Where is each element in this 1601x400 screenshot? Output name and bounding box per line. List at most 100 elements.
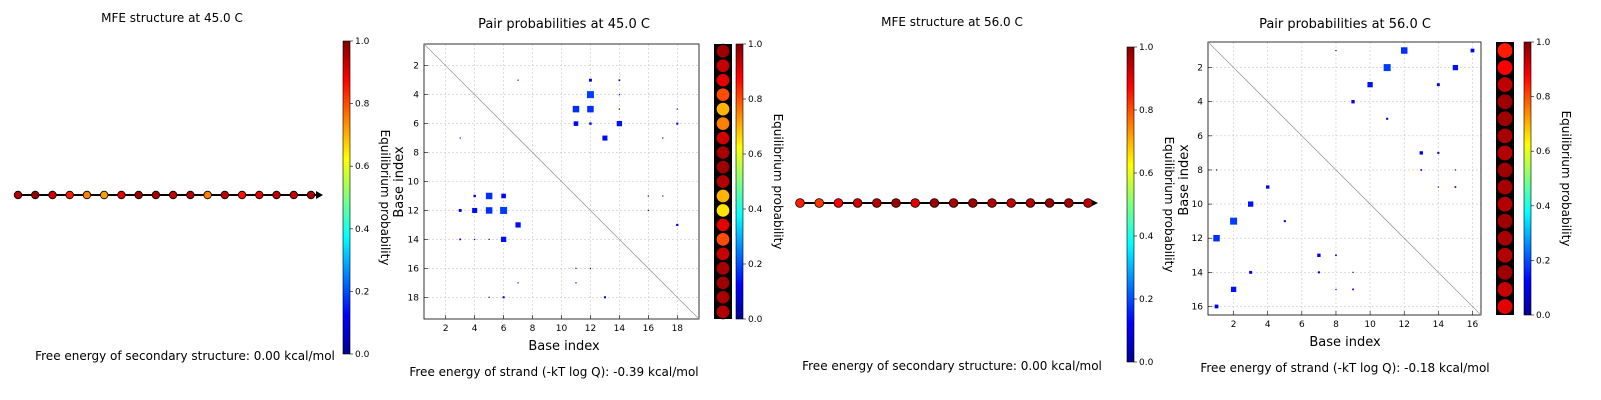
plot-frame: [1207, 41, 1482, 316]
pair-probability-point: [603, 296, 606, 299]
pp-xlabel-45: Base index: [528, 339, 600, 354]
x-tick-label: 12: [585, 324, 596, 334]
unpaired-probability-dot: [715, 116, 731, 132]
x-tick-label: 8: [1333, 320, 1339, 330]
base-dot: [910, 198, 920, 208]
colorbar-tick-label: 0.2: [1536, 256, 1550, 266]
unpaired-probability-dot: [1496, 195, 1514, 213]
pair-probability-point: [1230, 217, 1238, 225]
y-tick-label: 2: [1197, 64, 1203, 74]
colorbar-tick-label: 0.4: [355, 225, 370, 235]
pair-probability-point: [676, 108, 678, 110]
pair-probability-point: [588, 78, 592, 82]
y-tick-label: 8: [1197, 166, 1203, 176]
base-dot: [13, 190, 23, 200]
base-dot: [1006, 198, 1016, 208]
pp-ylabel-56: Base index: [1177, 144, 1192, 216]
base-dot: [220, 190, 230, 200]
y-tick-label: 12: [408, 206, 419, 216]
x-tick-label: 18: [672, 324, 684, 334]
colorbar-tick-label: 1.0: [1536, 38, 1551, 48]
x-tick-label: 2: [443, 324, 449, 334]
x-tick-label: 4: [1265, 320, 1271, 330]
colorbar-label: Equilibrium probability: [1162, 137, 1176, 273]
pair-probability-point: [1317, 271, 1320, 274]
mfe-panel-56: MFE structure at 56.0 C Free energy of s…: [795, 15, 1102, 373]
pair-probability-point: [589, 267, 592, 269]
colorbar-tick-label: 0.4: [748, 205, 763, 215]
base-dot: [134, 190, 143, 200]
pair-probability-point: [1352, 288, 1354, 291]
x-tick-label: 14: [614, 324, 626, 334]
base-dot: [795, 198, 805, 208]
pair-probability-point: [1335, 49, 1337, 52]
unpaired-probability-dot: [715, 304, 731, 320]
y-tick-label: 10: [1192, 200, 1204, 210]
pp-title-56: Pair probabilities at 56.0 C: [1259, 17, 1431, 32]
base-dot: [31, 190, 40, 200]
colorbar-pp-45: 0.0 0.2 0.4 0.6 0.8 1.0 Equilibrium probabilit…: [735, 40, 785, 325]
pair-probability-point: [1214, 304, 1219, 309]
unpaired-probability-dot: [715, 101, 731, 117]
pair-probability-point: [1215, 169, 1218, 171]
pair-probability-point: [473, 194, 476, 198]
base-dot: [203, 190, 212, 200]
pair-probability-point: [618, 79, 621, 82]
colorbar-tick-label: 0.4: [1536, 202, 1551, 212]
base-dot: [186, 190, 195, 200]
pair-probability-point: [1230, 286, 1237, 293]
colorbar-tick-label: 0.0: [748, 315, 763, 325]
pair-probability-point: [500, 206, 508, 214]
y-tick-label: 10: [408, 178, 420, 188]
colorbar-tick-label: 0.2: [748, 260, 762, 270]
pair-probability-point: [517, 79, 519, 81]
unpaired-probability-dot: [1496, 76, 1514, 94]
pair-probability-point: [662, 195, 664, 197]
unpaired-probability-dot: [1496, 58, 1514, 77]
colorbar-tick-label: 0.0: [1139, 358, 1154, 368]
unpaired-probability-dot: [1496, 212, 1514, 230]
base-dot: [871, 198, 882, 208]
base-dot: [99, 190, 109, 200]
colorbar-label: Equilibrium probability: [771, 114, 785, 250]
mfe-bases-45: [13, 190, 316, 200]
unpaired-probability-dot: [1496, 93, 1514, 111]
base-dot: [967, 198, 978, 208]
y-tick-label: 4: [1197, 98, 1203, 108]
colorbar-mfe-56: 0.0 0.2 0.4 0.6 0.8 1.0 Equilibrium probabilit…: [1126, 43, 1176, 368]
pp-panel-56: Pair probabilities at 56.0 C 2 4 6 8 10 12 14 1…: [1177, 17, 1514, 375]
pair-probability-point: [488, 238, 490, 240]
pair-probability-point: [458, 208, 462, 212]
unpaired-probability-dot: [715, 145, 731, 161]
pp-panel-45: Pair probabilities at 45.0 C 2 4 6 8 10 12 14 1…: [392, 17, 732, 379]
colorbar-tick-label: 0.6: [1139, 169, 1154, 179]
y-tick-label: 6: [413, 120, 419, 130]
colorbar-tick-label: 0.6: [748, 150, 763, 160]
pair-probability-point: [1419, 151, 1423, 155]
unpaired-probability-dot: [715, 246, 731, 262]
colorbar-tick-label: 0.0: [1536, 311, 1551, 321]
pair-probability-point: [647, 209, 649, 212]
colorbar-tick-label: 0.8: [1139, 106, 1154, 116]
base-dot: [852, 198, 863, 208]
x-tick-label: 4: [472, 324, 478, 334]
pair-probability-point: [616, 120, 623, 127]
unpaired-probability-dot: [715, 72, 731, 88]
base-dot: [306, 190, 316, 200]
pair-probability-point: [676, 122, 679, 125]
base-dot: [117, 190, 126, 200]
base-dot: [289, 190, 298, 200]
base-dot: [1083, 198, 1093, 208]
pair-probability-point: [515, 222, 521, 228]
unpaired-probability-dot: [715, 260, 731, 276]
x-tick-label: 16: [643, 324, 655, 334]
unpaired-probability-dot: [1496, 144, 1514, 162]
pair-probability-point: [1248, 201, 1254, 207]
base-dot: [891, 198, 901, 208]
pp-plot-56: 2 4 6 8 10 12 14 16 2 4 6 8 10 12 14 16: [1192, 41, 1482, 330]
unpaired-probability-dot: [1496, 127, 1514, 145]
base-dot: [168, 190, 178, 200]
pair-probability-point: [662, 137, 664, 139]
pair-probability-point: [572, 105, 580, 113]
